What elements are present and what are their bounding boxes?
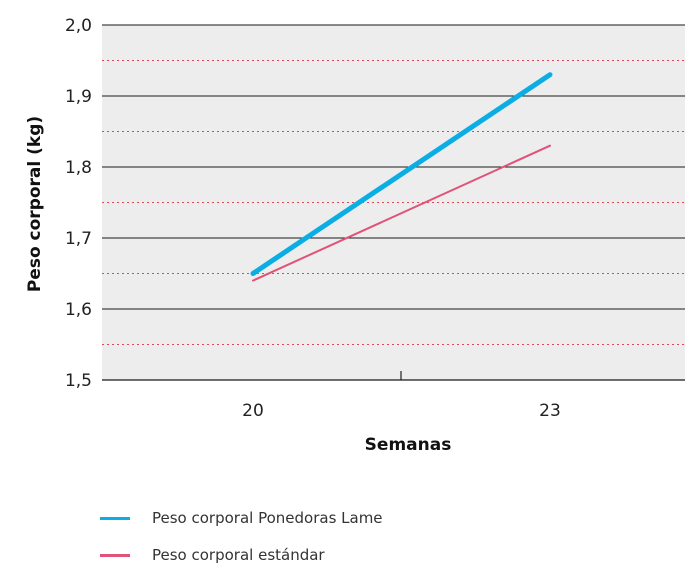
legend-label-ponedoras: Peso corporal Ponedoras Lame <box>152 509 383 527</box>
y-tick-labels: 1,5 1,6 1,7 1,8 1,9 2,0 <box>65 16 92 391</box>
y-tick-label: 2,0 <box>65 16 92 36</box>
x-tick-label: 20 <box>242 401 264 421</box>
x-tick-labels: 20 23 <box>242 401 561 421</box>
y-tick-label: 1,6 <box>65 300 92 320</box>
legend-item-ponedoras: Peso corporal Ponedoras Lame <box>100 508 383 528</box>
legend-label-estandar: Peso corporal estándar <box>152 546 325 564</box>
grid <box>102 24 685 381</box>
legend: Peso corporal Ponedoras Lame Peso corpor… <box>100 508 383 582</box>
y-tick-label: 1,8 <box>65 158 92 178</box>
x-tick-label: 23 <box>539 401 561 421</box>
chart: 1,51,61,71,81,92,0 20 23 Semanas Peso cor… <box>25 16 685 455</box>
series-lines <box>250 72 553 282</box>
series-line-estandar <box>252 144 551 282</box>
y-tick-label: 1,7 <box>65 229 92 249</box>
x-axis-title: Semanas <box>365 435 452 455</box>
y-tick-label: 1,5 <box>65 371 92 391</box>
legend-swatch-ponedoras <box>100 516 130 520</box>
y-axis-title: Peso corporal (kg) <box>25 116 45 292</box>
series-line-ponedoras <box>250 72 553 276</box>
legend-item-estandar: Peso corporal estándar <box>100 545 383 565</box>
y-tick-label: 1,9 <box>65 87 92 107</box>
legend-swatch-estandar <box>100 553 130 557</box>
